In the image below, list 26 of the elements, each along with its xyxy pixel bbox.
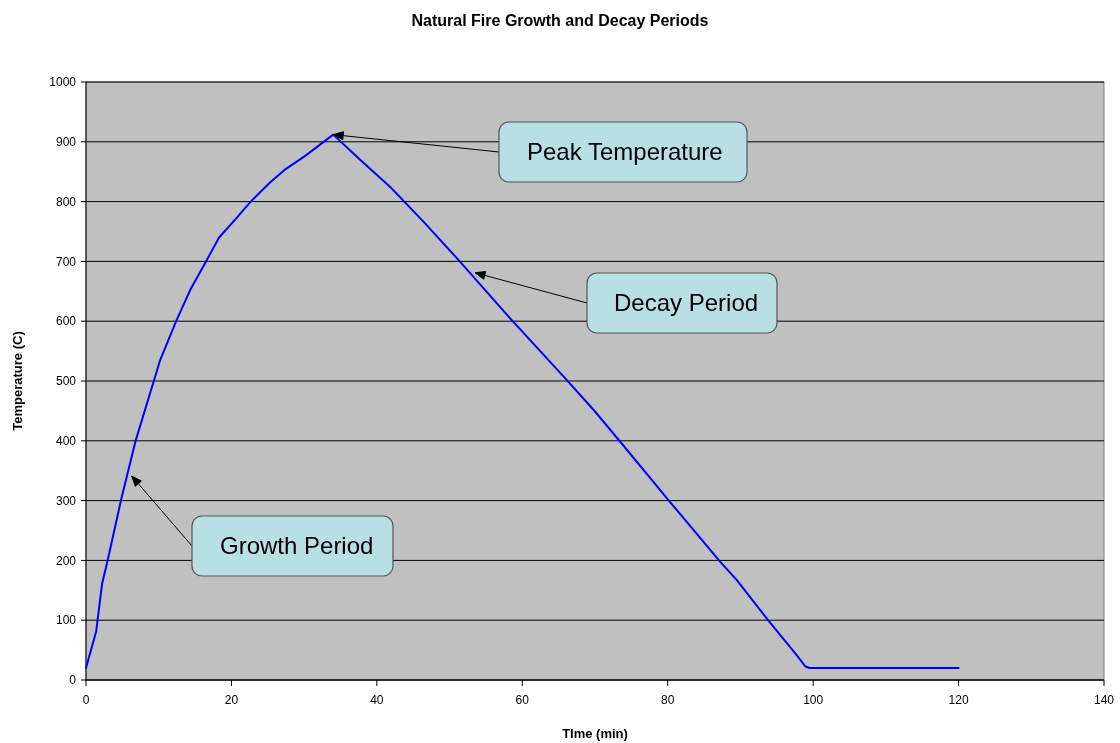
y-tick-label: 700 (55, 254, 77, 269)
line-series (85, 133, 960, 670)
x-tick-label: 60 (515, 693, 530, 707)
y-tick-label: 600 (55, 314, 77, 329)
y-tick-label: 500 (55, 374, 77, 389)
y-tick-label: 800 (55, 194, 77, 209)
x-tick-label: 40 (370, 693, 384, 707)
chart-title: Natural Fire Growth and Decay Periods (411, 12, 709, 29)
y-tick-label: 400 (55, 434, 77, 448)
y-tick-label: 1000 (49, 75, 77, 90)
x-tick-label: 120 (948, 693, 969, 707)
x-tick-label: 0 (82, 693, 90, 707)
y-tick-label: 900 (55, 135, 77, 149)
y-tick-label: 300 (55, 493, 77, 508)
x-tick-label: 20 (224, 693, 239, 707)
y-tick-label: 200 (55, 553, 77, 568)
annotation: Decay Period (614, 289, 759, 317)
x-tick-label: 140 (1093, 693, 1115, 707)
annotation: Peak Temperature (527, 138, 723, 166)
y-axis-title: Temperature (C) (10, 331, 25, 431)
y-tick-label: 100 (55, 613, 77, 628)
x-tick-label: 100 (803, 693, 824, 707)
annotation: Growth Period (220, 532, 374, 560)
x-axis-title: TIme (min) (562, 726, 628, 741)
x-tick-label: 80 (661, 693, 675, 707)
y-tick-label: 0 (69, 673, 77, 688)
